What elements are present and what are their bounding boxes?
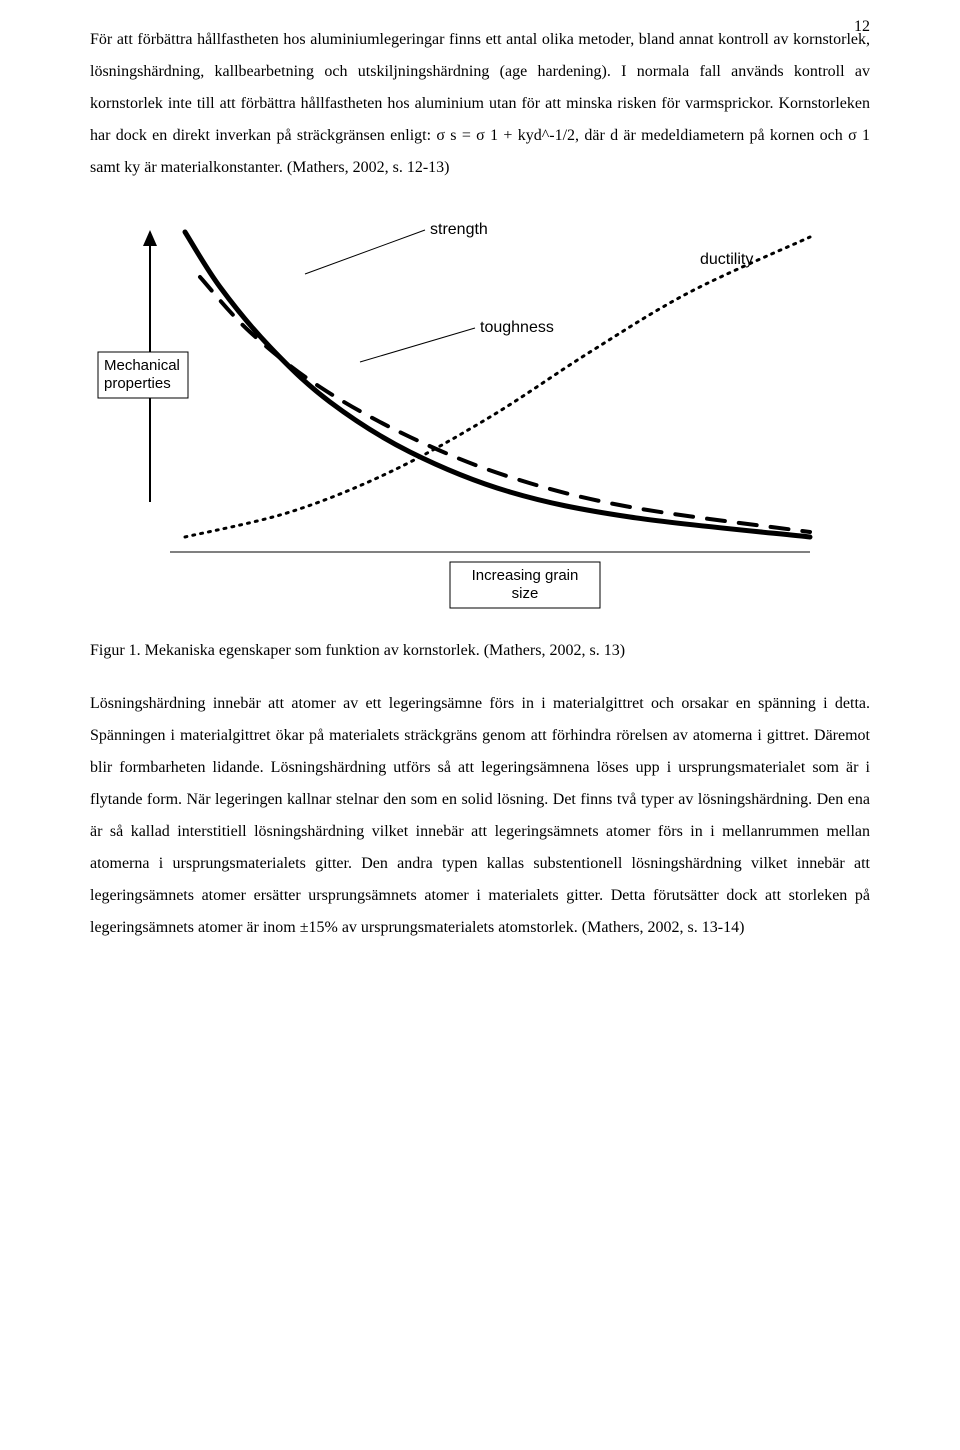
paragraph-1: För att förbättra hållfastheten hos alum…	[90, 24, 870, 184]
svg-text:properties: properties	[104, 375, 171, 392]
page-number: 12	[854, 18, 870, 36]
toughness-label: toughness	[480, 319, 554, 336]
svg-text:Mechanical: Mechanical	[104, 357, 180, 374]
svg-text:size: size	[512, 585, 539, 602]
figure-1-caption: Figur 1. Mekaniska egenskaper som funkti…	[90, 642, 870, 660]
grain-size-chart: strength ductility toughness Mechanicalprop…	[90, 202, 850, 632]
svg-text:Increasing grain: Increasing grain	[472, 567, 579, 584]
paragraph-2: Lösningshärdning innebär att atomer av e…	[90, 688, 870, 944]
page: 12 För att förbättra hållfastheten hos a…	[0, 0, 960, 1450]
strength-label: strength	[430, 221, 488, 238]
figure-1: strength ductility toughness Mechanicalprop…	[90, 202, 870, 632]
ductility-label: ductility	[700, 251, 753, 268]
